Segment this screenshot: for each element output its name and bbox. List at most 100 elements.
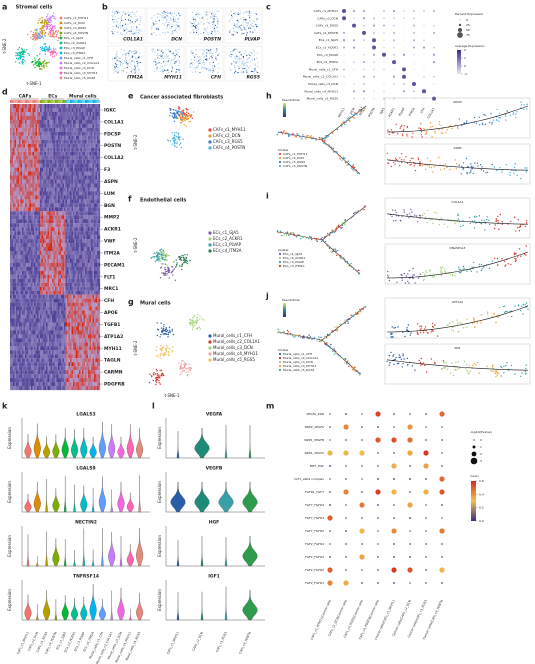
cell-point <box>49 25 51 27</box>
cell-point <box>249 31 251 33</box>
cell-point <box>257 71 259 74</box>
heat-cell <box>47 135 50 140</box>
heat-cell <box>89 258 92 263</box>
heat-cell <box>76 199 78 204</box>
heat-cell <box>13 215 15 220</box>
heat-cell <box>20 219 23 224</box>
heat-cell <box>95 139 98 144</box>
cell-point <box>42 62 44 64</box>
cell-point <box>31 34 34 36</box>
heat-cell <box>29 104 32 109</box>
heat-cell <box>88 115 90 120</box>
cell-point <box>37 61 39 63</box>
heat-cell <box>29 203 32 208</box>
heat-cell <box>53 231 56 236</box>
heat-cell <box>95 199 98 204</box>
heat-cell <box>55 171 57 176</box>
heat-cell <box>95 203 98 208</box>
heat-cell <box>38 223 41 228</box>
heat-cell <box>77 155 80 160</box>
heat-cell <box>64 262 66 267</box>
heat-cell <box>82 282 84 287</box>
heat-cell <box>13 330 15 335</box>
heat-cell <box>70 262 72 267</box>
heat-cell <box>26 183 29 188</box>
cell-point <box>249 24 252 26</box>
cell-point <box>44 43 47 45</box>
heat-cell <box>77 159 80 164</box>
expression-dot <box>352 23 356 28</box>
heat-cell <box>86 163 89 168</box>
heat-cell <box>40 254 42 260</box>
heat-cell <box>74 115 77 120</box>
cell-point <box>242 71 244 73</box>
heat-cell <box>26 310 29 315</box>
heat-cell <box>85 203 87 208</box>
heat-cell <box>98 147 101 152</box>
heat-cell <box>74 171 77 176</box>
heat-cell <box>56 235 59 240</box>
heat-cell <box>65 167 68 172</box>
heat-cell <box>38 199 41 204</box>
heat-cell <box>49 179 51 184</box>
heat-cell <box>31 187 33 192</box>
heat-cell <box>88 147 90 152</box>
cell-point <box>192 16 194 18</box>
cell-point <box>194 68 196 70</box>
cell-point <box>136 30 138 32</box>
cell-point <box>171 26 173 28</box>
heat-cell <box>35 326 38 331</box>
heat-cell <box>10 306 12 311</box>
heat-cell <box>32 330 35 335</box>
heat-cell <box>76 139 78 144</box>
cell-point <box>217 20 219 22</box>
heat-cell <box>71 203 74 208</box>
heat-cell <box>70 314 72 319</box>
cell-point <box>235 48 238 51</box>
heat-cell <box>20 107 23 113</box>
cell-point <box>171 65 173 67</box>
heat-cell <box>16 223 18 228</box>
heat-cell <box>85 294 87 299</box>
heat-cell <box>92 167 95 172</box>
heat-cell <box>26 231 29 236</box>
heat-cell <box>73 203 75 208</box>
cell-point <box>130 63 132 65</box>
cell-point <box>57 37 60 39</box>
heat-cell <box>89 175 92 180</box>
heat-cell <box>23 215 26 220</box>
heat-cell <box>86 207 89 212</box>
heat-cell <box>59 286 62 291</box>
heat-cell <box>17 143 20 148</box>
cell-point <box>217 63 219 65</box>
cell-point <box>179 71 181 73</box>
cell-point <box>134 50 136 52</box>
heat-cell <box>91 143 93 148</box>
cell-point <box>133 13 135 15</box>
color-tick-label: 1 <box>464 56 466 60</box>
heat-cell <box>35 195 38 200</box>
heat-cell <box>76 115 78 120</box>
heat-cell <box>98 107 101 113</box>
heat-cell <box>35 179 38 184</box>
heat-cell <box>40 155 42 160</box>
cell-point <box>38 64 40 66</box>
heat-cell <box>97 167 99 172</box>
cell-point <box>39 22 42 24</box>
heat-cell <box>61 235 63 240</box>
cell-point <box>123 10 125 12</box>
cell-point <box>175 14 177 16</box>
heat-cell <box>19 171 21 176</box>
cell-point <box>48 23 50 25</box>
heat-cell <box>34 254 36 260</box>
expression-dot <box>402 53 406 56</box>
heat-cell <box>34 243 36 248</box>
heat-cell <box>59 183 62 188</box>
cell-point <box>49 30 52 32</box>
heat-cell <box>95 235 98 240</box>
heat-cell <box>64 302 66 307</box>
heat-cell <box>22 254 24 260</box>
cell-point <box>249 51 251 53</box>
cell-point <box>211 72 214 74</box>
heat-cell <box>68 231 71 236</box>
